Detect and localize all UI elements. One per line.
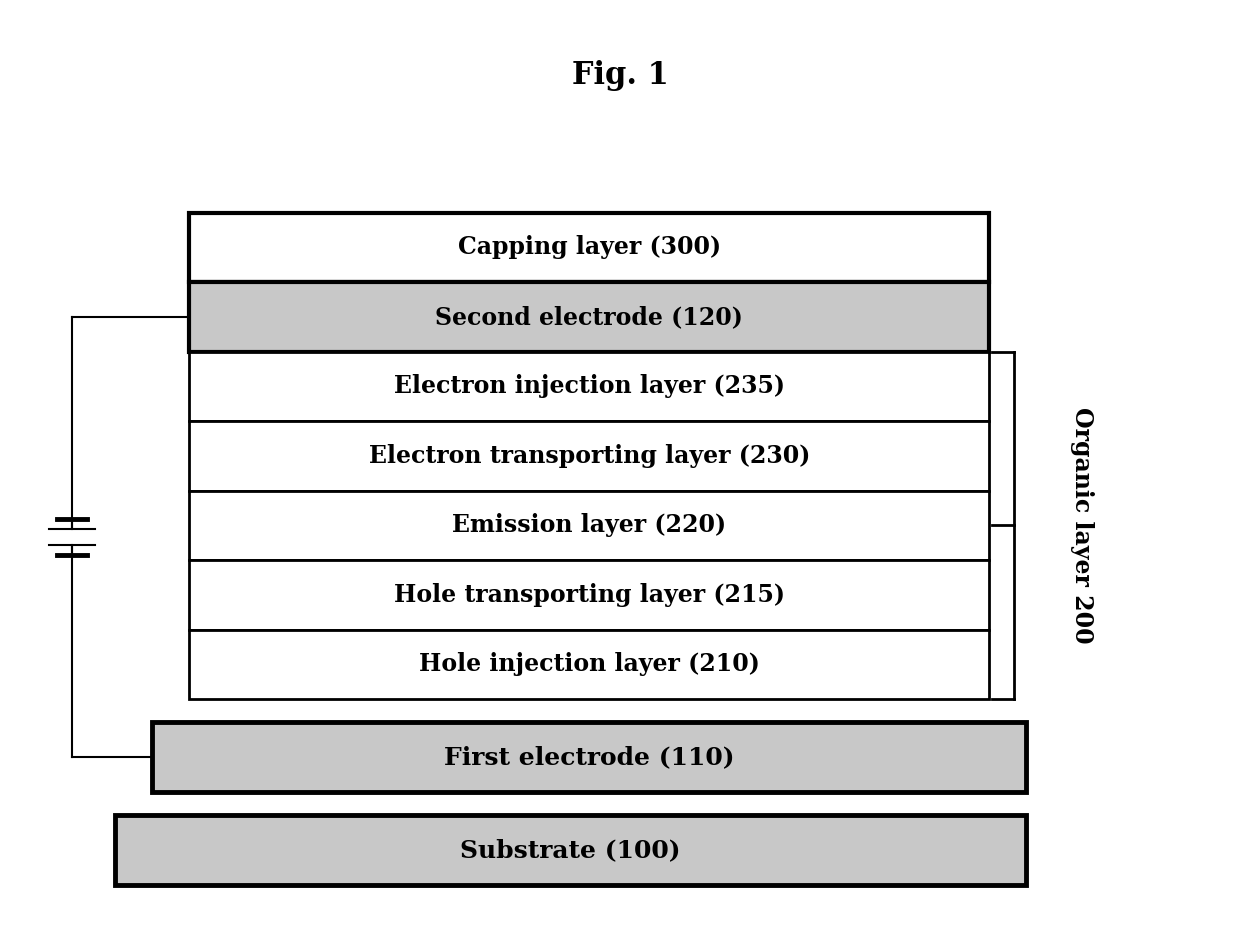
Text: Fig. 1: Fig. 1 <box>572 60 668 91</box>
Text: Electron transporting layer (230): Electron transporting layer (230) <box>368 444 810 468</box>
Bar <box>188 282 990 352</box>
Text: Substrate (100): Substrate (100) <box>460 838 681 862</box>
Bar <box>188 212 990 282</box>
Text: Emission layer (220): Emission layer (220) <box>453 513 727 538</box>
Bar <box>188 421 990 491</box>
Text: Capping layer (300): Capping layer (300) <box>458 236 720 259</box>
Text: First electrode (110): First electrode (110) <box>444 745 734 770</box>
Text: Hole injection layer (210): Hole injection layer (210) <box>419 653 760 676</box>
Bar <box>188 352 990 421</box>
Bar <box>188 560 990 629</box>
Text: Second electrode (120): Second electrode (120) <box>435 305 743 329</box>
Text: Electron injection layer (235): Electron injection layer (235) <box>394 374 785 398</box>
Bar <box>188 629 990 699</box>
Bar <box>115 815 1027 885</box>
Text: Organic layer 200: Organic layer 200 <box>1070 407 1094 643</box>
Bar <box>153 723 1027 792</box>
Text: Hole transporting layer (215): Hole transporting layer (215) <box>394 583 785 607</box>
Bar <box>188 491 990 560</box>
